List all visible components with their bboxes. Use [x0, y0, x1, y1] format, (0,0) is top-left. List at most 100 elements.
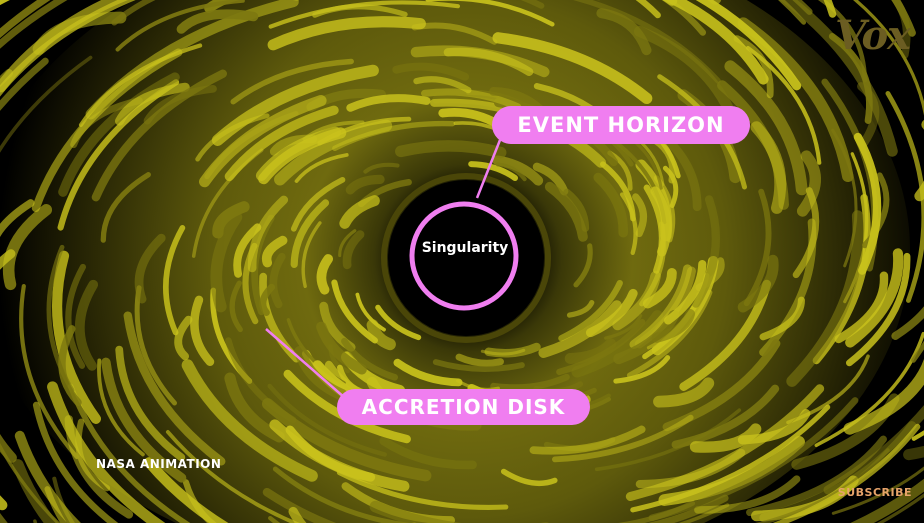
disk-streak [529, 425, 646, 455]
disk-streak [786, 354, 870, 425]
disk-streak [346, 94, 431, 112]
disk-streak [190, 295, 215, 367]
disk-streak [199, 95, 327, 188]
disk-streak [411, 22, 498, 45]
disk-streak [743, 188, 772, 307]
disk-streak [224, 372, 285, 443]
disk-streak [0, 249, 16, 270]
disk-streak [58, 72, 180, 197]
disk-streak [695, 257, 725, 292]
disk-streak [490, 373, 570, 391]
disk-streak [316, 254, 333, 295]
disk-streak [421, 88, 522, 111]
disk-streak [294, 345, 348, 401]
disk-streak [111, 0, 156, 26]
disk-streak [134, 285, 177, 406]
disk-streak [843, 358, 924, 435]
disk-streak [413, 76, 472, 94]
disk-streak [678, 503, 730, 523]
disk-streak [165, 430, 300, 523]
disk-streak [51, 250, 101, 424]
disk-streak [272, 466, 411, 523]
subscribe-link[interactable]: SUBSCRIBE [837, 486, 912, 499]
photon-ring [381, 173, 551, 343]
disk-streak [242, 242, 259, 325]
disk-streak [258, 127, 347, 185]
disk-streak [468, 161, 518, 181]
disk-streak [532, 162, 569, 196]
disk-streak [0, 0, 68, 49]
disk-streak [174, 315, 193, 361]
disk-streak [662, 339, 781, 432]
disk-streak [834, 271, 889, 344]
disk-streak [261, 235, 288, 268]
disk-streak [134, 233, 166, 304]
disk-streak [759, 296, 805, 341]
disk-streak [369, 500, 549, 523]
disk-streak [662, 165, 679, 208]
disk-streak [823, 405, 924, 495]
disk-streak [355, 292, 386, 332]
disk-streak [650, 186, 672, 257]
disk-streak [484, 342, 541, 358]
disk-streak [632, 193, 647, 238]
disk-streak [642, 268, 677, 309]
singularity-label: Singularity [421, 240, 509, 256]
disk-streak [585, 288, 638, 338]
accretion-disk-connector [265, 328, 346, 399]
disk-streak [0, 55, 93, 153]
disk-streak [456, 379, 500, 391]
disk-streak [661, 0, 707, 36]
disk-streak [890, 0, 911, 59]
disk-streak [831, 466, 924, 515]
nasa-animation-credit: NASA ANIMATION [96, 457, 222, 471]
disk-streak [302, 120, 365, 141]
disk-streak [274, 119, 393, 186]
disk-streak [294, 153, 349, 183]
disk-streak [262, 487, 337, 523]
disk-streak [339, 195, 380, 229]
disk-streak [331, 279, 378, 344]
disk-streak [115, 82, 190, 126]
disk-streak [341, 337, 398, 381]
disk-streak [571, 310, 664, 378]
disk-streak [694, 475, 801, 514]
disk-streak [233, 223, 262, 278]
disk-streak [115, 0, 245, 52]
disk-streak [558, 279, 623, 342]
disk-streak [630, 404, 831, 513]
disk-streak [750, 121, 787, 214]
disk-streak [853, 132, 882, 275]
disk-streak [754, 448, 890, 523]
disk-streak [290, 199, 330, 268]
disk-streak [123, 311, 226, 466]
disk-streak [225, 337, 297, 424]
disk-streak [724, 60, 808, 196]
disk-streak [552, 414, 694, 463]
disk-streak [613, 355, 671, 384]
disk-streak [74, 279, 99, 371]
disk-streak [259, 283, 276, 316]
disk-streak [12, 459, 59, 523]
vox-logo[interactable]: Vox [835, 12, 911, 59]
disk-streak [573, 0, 721, 84]
disk-streak [58, 325, 82, 407]
disk-streak [316, 321, 367, 375]
disk-streak [176, 9, 259, 34]
disk-streak [67, 383, 191, 523]
singularity-ring [409, 201, 519, 311]
disk-streak [101, 357, 187, 483]
disk-streak [0, 57, 49, 111]
disk-streak [779, 0, 898, 157]
disk-streak [635, 0, 661, 19]
disk-streak [259, 272, 301, 363]
disk-streak [115, 345, 186, 462]
disk-streak [393, 358, 463, 387]
disk-streak [604, 313, 643, 340]
disk-streak [338, 229, 357, 258]
disk-streak [492, 32, 653, 105]
disk-streak [143, 457, 229, 523]
disk-streak [845, 248, 904, 348]
disk-streak [336, 470, 509, 510]
